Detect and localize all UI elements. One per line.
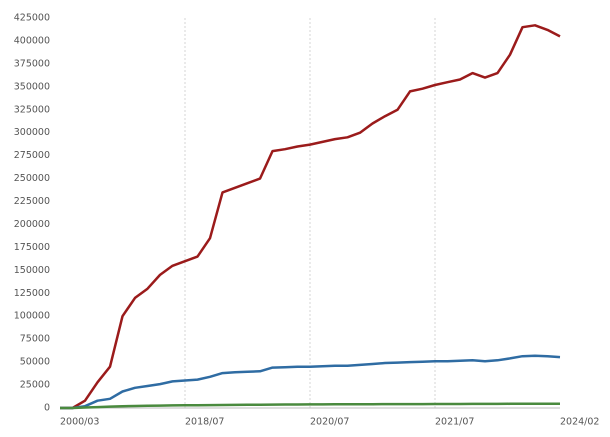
y-tick-label: 275000 [14,150,50,161]
y-tick-label: 125000 [14,288,50,299]
x-tick-label: 2000/03 [60,417,99,428]
data-line [60,24,561,410]
x-tick-label: 2018/07 [185,417,224,428]
y-tick-label: 50000 [20,357,50,368]
y-tick-label: 325000 [14,104,50,115]
y-tick-label: 75000 [20,334,50,345]
y-tick-label: 350000 [14,81,50,92]
y-tick-label: 225000 [14,196,50,207]
x-tick-label: 2021/07 [435,417,474,428]
y-tick-label: 250000 [14,173,50,184]
y-tick-label: 375000 [14,58,50,69]
y-tick-label: 25000 [20,380,50,391]
y-tick-label: 100000 [14,311,50,322]
y-tick-label: 150000 [14,265,50,276]
y-tick-label: 200000 [14,219,50,230]
data-line [60,402,560,410]
x-tick-label: 2020/07 [310,417,349,428]
y-tick-label: 300000 [14,127,50,138]
y-tick-label: 425000 [14,13,50,24]
y-tick-label: 175000 [14,242,50,253]
y-tick-label: 400000 [14,35,50,46]
data-line [60,354,561,410]
y-tick-label: 0 [44,403,50,414]
x-tick-label: 2024/02 [560,417,599,428]
